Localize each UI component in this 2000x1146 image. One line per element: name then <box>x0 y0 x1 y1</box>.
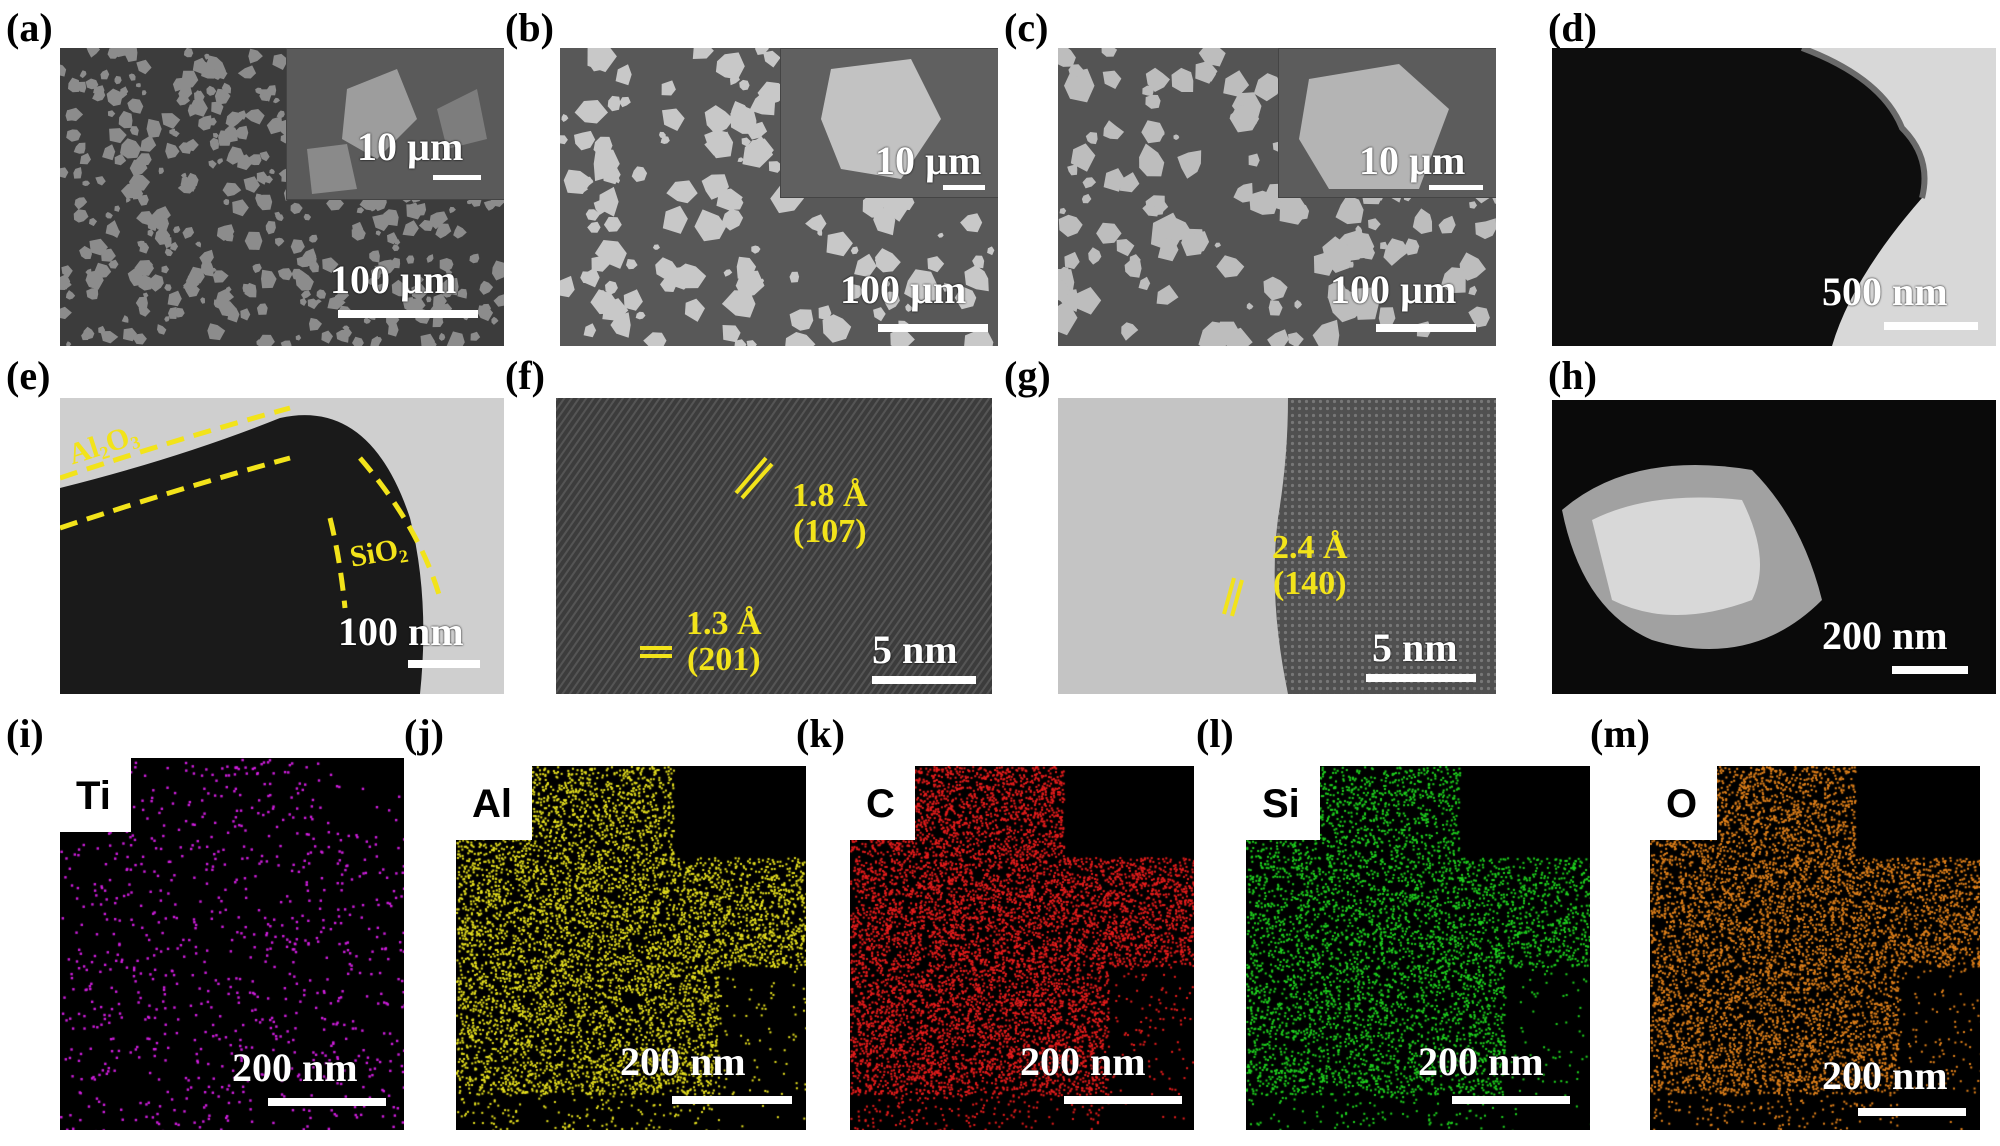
scale-label-m: 200 nm <box>1822 1053 1948 1098</box>
scale-bar-j <box>672 1096 792 1104</box>
eds-map-si: Si 200 nm <box>1246 766 1590 1130</box>
scale-label-c: 100 µm <box>1330 267 1457 312</box>
scale-bar-g <box>1366 674 1476 682</box>
inset-scale-label-b: 10 µm <box>875 138 982 183</box>
scale-label-g: 5 nm <box>1372 625 1458 670</box>
haadf-image-h: 200 nm <box>1552 400 1996 694</box>
panel-label-l: (l) <box>1196 711 1234 756</box>
scale-bar-l <box>1452 1096 1570 1104</box>
inset-particles-c <box>1299 64 1449 189</box>
eds-map-c: C 200 nm <box>850 766 1194 1130</box>
lattice-fringes-f <box>556 398 992 694</box>
element-label-al: Al <box>456 766 532 840</box>
scale-bar-b <box>878 324 988 332</box>
inset-c: 10 µm <box>1278 48 1496 198</box>
fringe-label-g1: 2.4 Å (140) <box>1272 530 1348 601</box>
hrtem-image-f: 1.8 Å (107) 1.3 Å (201) 5 nm <box>556 398 992 694</box>
eds-map-al: Al 200 nm <box>456 766 806 1130</box>
scale-bar-m <box>1858 1108 1966 1116</box>
element-label-si: Si <box>1246 766 1320 840</box>
sem-image-c: 10 µm 100 µm <box>1058 48 1496 346</box>
scale-label-a: 100 µm <box>330 257 457 302</box>
panel-label-m: (m) <box>1590 711 1650 756</box>
element-label-ti: Ti <box>60 758 131 832</box>
scale-bar-h <box>1892 666 1968 674</box>
panel-label-a: (a) <box>6 5 53 50</box>
tem-image-d: 500 nm <box>1552 48 1996 346</box>
sem-image-b: 10 µm 100 µm <box>560 48 998 346</box>
eds-map-ti: Ti 200 nm <box>60 758 404 1130</box>
fringe-label-f2: 1.3 Å (201) <box>686 606 762 677</box>
element-label-o: O <box>1650 766 1718 840</box>
sem-image-a: 10 µm 100 µm <box>60 48 504 346</box>
fringe-d-g1: 2.4 Å <box>1272 529 1348 566</box>
inset-a: 10 µm <box>286 48 504 200</box>
scale-label-d: 500 nm <box>1822 269 1948 314</box>
panel-label-d: (d) <box>1548 5 1597 50</box>
scale-label-b: 100 µm <box>840 267 967 312</box>
panel-label-c: (c) <box>1004 5 1049 50</box>
lattice-fringes-g <box>1058 398 1496 694</box>
panel-label-e: (e) <box>6 353 51 398</box>
fringe-hkl-f2: (201) <box>686 640 761 678</box>
inset-scale-label-c: 10 µm <box>1359 138 1466 183</box>
panel-label-h: (h) <box>1548 353 1597 398</box>
scale-bar-e <box>408 660 480 668</box>
scale-label-j: 200 nm <box>620 1039 746 1084</box>
fringe-hkl-g1: (140) <box>1272 564 1347 602</box>
panel-label-f: (f) <box>505 353 545 398</box>
scale-label-i: 200 nm <box>232 1045 358 1090</box>
haadf-particle-h <box>1562 465 1822 649</box>
panel-label-k: (k) <box>796 711 845 756</box>
scale-label-l: 200 nm <box>1418 1039 1544 1084</box>
scale-bar-c <box>1376 324 1476 332</box>
tem-image-e: Al2O3 SiO2 100 nm <box>60 398 504 694</box>
fringe-hkl-f1: (107) <box>792 512 867 550</box>
element-label-c: C <box>850 766 915 840</box>
inset-scale-bar-c <box>1429 185 1483 190</box>
scale-label-h: 200 nm <box>1822 613 1948 658</box>
fringe-d-f2: 1.3 Å <box>686 605 762 642</box>
inset-scale-bar-b <box>943 185 985 190</box>
scale-bar-d <box>1884 322 1978 330</box>
tem-particle-d <box>1552 48 1928 346</box>
inset-particles-a <box>307 69 487 194</box>
inset-scale-label-a: 10 µm <box>357 124 464 169</box>
scale-label-k: 200 nm <box>1020 1039 1146 1084</box>
inset-b: 10 µm <box>780 48 998 198</box>
panel-label-b: (b) <box>505 5 554 50</box>
scale-bar-i <box>268 1098 386 1106</box>
fringe-label-f1: 1.8 Å (107) <box>792 478 868 549</box>
panel-label-i: (i) <box>6 711 44 756</box>
fringe-d-f1: 1.8 Å <box>792 477 868 514</box>
eds-map-o: O 200 nm <box>1650 766 1980 1130</box>
scale-bar-k <box>1064 1096 1182 1104</box>
scale-bar-a <box>338 310 478 318</box>
inset-scale-bar-a <box>433 175 481 180</box>
inset-particles-b <box>821 59 941 179</box>
tem-particle-e <box>60 405 443 694</box>
hrtem-image-g: 2.4 Å (140) 5 nm <box>1058 398 1496 694</box>
panel-label-j: (j) <box>404 711 444 756</box>
panel-label-g: (g) <box>1004 353 1051 398</box>
scale-label-f: 5 nm <box>872 627 958 672</box>
scale-bar-f <box>872 676 976 684</box>
scale-label-e: 100 nm <box>338 609 464 654</box>
